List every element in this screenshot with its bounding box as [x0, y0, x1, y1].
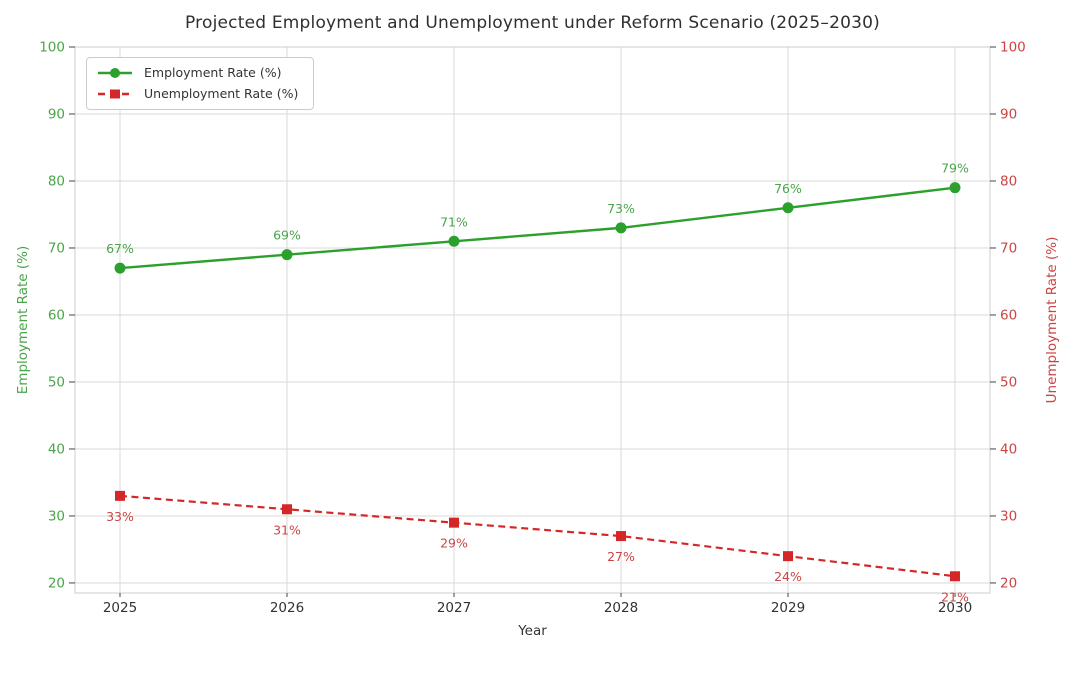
employment-marker	[949, 182, 961, 194]
y-tick-label-left: 70	[48, 240, 65, 256]
x-tick-label: 2026	[270, 600, 304, 616]
unemployment-line-icon	[98, 89, 132, 99]
x-tick-label: 2025	[103, 600, 137, 616]
employment-marker	[281, 249, 293, 261]
employment-value-label: 76%	[774, 181, 802, 196]
y-tick-label-left: 60	[48, 307, 65, 323]
employment-value-label: 79%	[941, 161, 969, 176]
employment-marker	[448, 235, 460, 247]
y-axis-label-right: Unemployment Rate (%)	[1044, 236, 1060, 404]
y-tick-label-left: 20	[48, 575, 65, 591]
chart-title: Projected Employment and Unemployment un…	[185, 13, 880, 33]
y-tick-label-right: 70	[1000, 240, 1017, 256]
unemployment-value-label: 24%	[774, 569, 802, 584]
legend-item-unemployment: Unemployment Rate (%)	[96, 86, 298, 102]
plot-border	[74, 46, 991, 594]
unemployment-value-label: 27%	[607, 549, 635, 564]
y-tick-label-right: 100	[1000, 40, 1026, 56]
y-tick-label-left: 80	[48, 173, 65, 189]
y-tick-label-right: 50	[1000, 374, 1017, 390]
unemployment-marker	[950, 571, 960, 582]
y-tick-label-left: 50	[48, 374, 65, 390]
unemployment-value-label: 29%	[440, 536, 468, 551]
y-tick-label-left: 40	[48, 441, 65, 457]
unemployment-marker	[616, 531, 626, 542]
employment-value-label: 73%	[607, 201, 635, 216]
employment-line-icon	[98, 68, 132, 78]
x-tick-label: 2029	[771, 600, 805, 616]
legend: Employment Rate (%) Unemployment Rate (%…	[86, 57, 315, 110]
x-tick-label: 2030	[938, 600, 972, 616]
employment-value-label: 69%	[273, 228, 301, 243]
unemployment-value-label: 33%	[106, 509, 134, 524]
employment-marker	[114, 262, 126, 274]
y-tick-label-right: 20	[1000, 575, 1017, 591]
y-tick-label-right: 30	[1000, 508, 1017, 524]
unemployment-marker	[449, 517, 459, 528]
y-tick-label-right: 40	[1000, 441, 1017, 457]
employment-value-label: 67%	[106, 241, 134, 256]
y-tick-label-left: 90	[48, 106, 65, 122]
unemployment-marker	[282, 504, 292, 515]
x-tick-label: 2027	[437, 600, 471, 616]
unemployment-line	[119, 494, 956, 578]
unemployment-marker	[115, 490, 125, 501]
y-tick-label-right: 90	[1000, 106, 1017, 122]
unemployment-value-label: 31%	[273, 522, 301, 537]
employment-value-label: 71%	[440, 214, 468, 229]
employment-marker	[615, 222, 627, 234]
x-tick-label: 2028	[604, 600, 638, 616]
unemployment-value-label: 21%	[941, 589, 969, 604]
legend-label-unemployment: Unemployment Rate (%)	[144, 86, 299, 101]
y-tick-label-right: 60	[1000, 307, 1017, 323]
legend-label-employment: Employment Rate (%)	[144, 65, 282, 80]
legend-item-employment: Employment Rate (%)	[96, 65, 298, 81]
x-axis-label: Year	[518, 623, 547, 639]
employment-line	[119, 186, 956, 270]
y-axis-label-left: Employment Rate (%)	[15, 245, 31, 395]
employment-marker	[782, 202, 794, 214]
y-tick-label-left: 100	[39, 40, 65, 56]
unemployment-marker	[783, 551, 793, 562]
y-tick-label-left: 30	[48, 508, 65, 524]
y-tick-label-right: 80	[1000, 173, 1017, 189]
